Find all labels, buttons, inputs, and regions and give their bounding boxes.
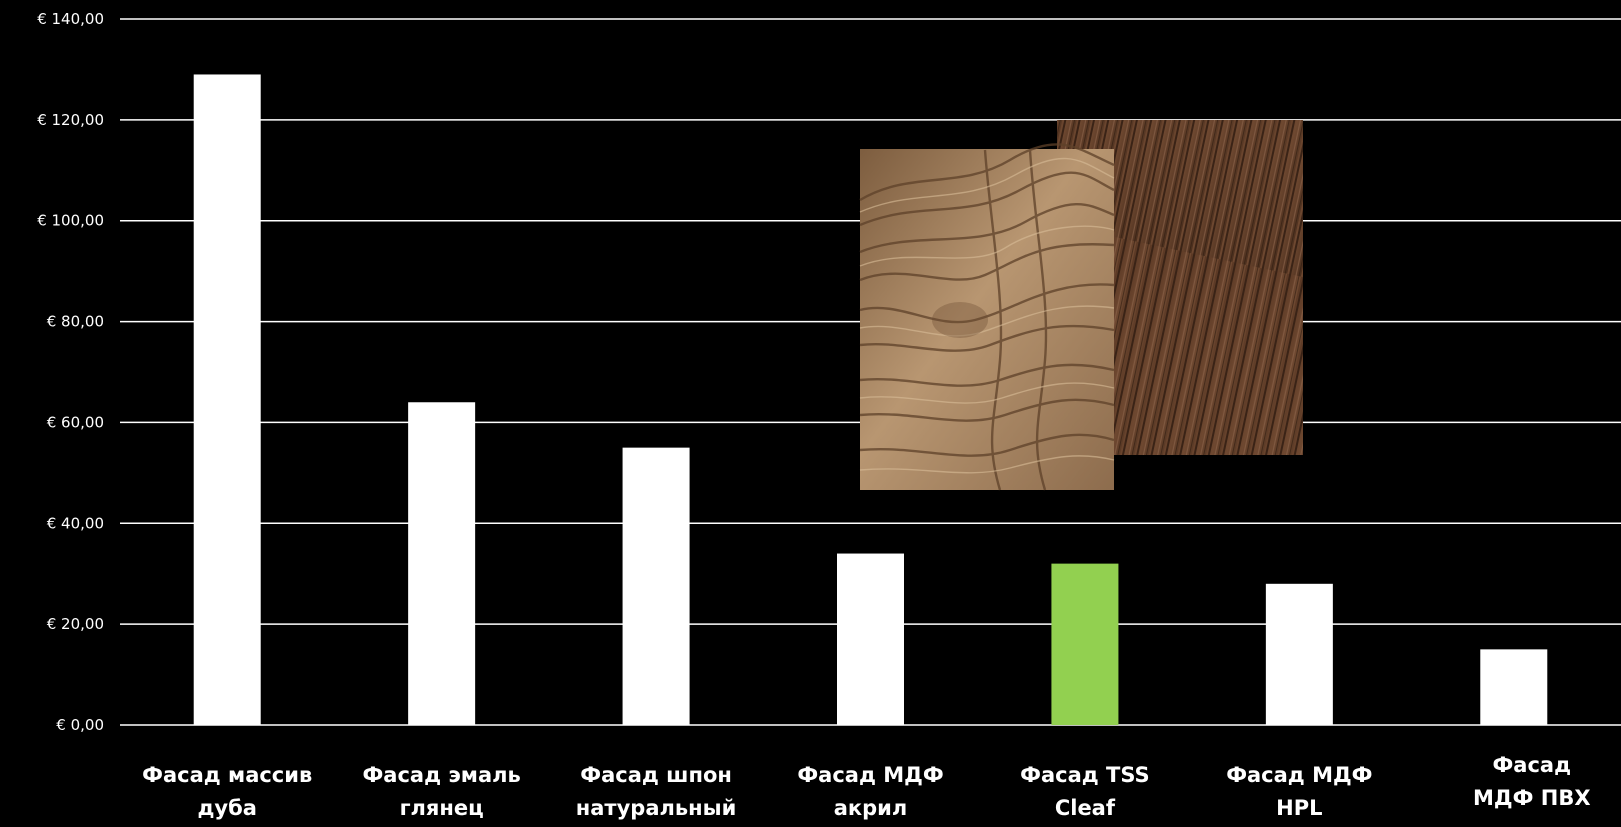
x-axis-category-labels: Фасад массив дуба Фасад эмаль глянец Фасад ш… bbox=[142, 753, 1590, 820]
category-label: Cleaf bbox=[1055, 796, 1116, 820]
category-label: Фасад TSS bbox=[1020, 763, 1150, 787]
category-label: Фасад массив bbox=[142, 763, 312, 787]
bar-3 bbox=[622, 447, 690, 725]
category-label: Фасад bbox=[1492, 753, 1571, 777]
y-tick-label: € 0,00 bbox=[56, 716, 104, 734]
category-label: МДФ ПВХ bbox=[1473, 786, 1591, 810]
y-tick-label: € 140,00 bbox=[37, 10, 104, 28]
y-tick-label: € 40,00 bbox=[47, 514, 104, 532]
bar-4 bbox=[837, 553, 904, 725]
category-label: Фасад шпон bbox=[580, 763, 732, 787]
category-label: Фасад МДФ bbox=[1226, 763, 1372, 787]
bar-6 bbox=[1265, 583, 1333, 725]
category-label: Фасад эмаль bbox=[362, 763, 520, 787]
category-label: дуба bbox=[197, 796, 256, 820]
bars bbox=[193, 74, 1548, 725]
bar-7 bbox=[1480, 649, 1548, 725]
y-tick-label: € 60,00 bbox=[47, 413, 104, 431]
bar-1 bbox=[193, 74, 261, 725]
y-tick-label: € 80,00 bbox=[47, 313, 104, 331]
y-tick-label: € 20,00 bbox=[47, 615, 104, 633]
bar-5 bbox=[1051, 563, 1119, 725]
light-wood-sample-image bbox=[859, 143, 1115, 491]
y-tick-label: € 100,00 bbox=[37, 212, 104, 230]
category-label: натуральный bbox=[576, 796, 737, 820]
category-label: акрил bbox=[834, 796, 908, 820]
category-label: HPL bbox=[1276, 796, 1322, 820]
bar-2 bbox=[408, 402, 476, 725]
y-tick-label: € 120,00 bbox=[37, 111, 104, 129]
category-label: глянец bbox=[400, 796, 484, 820]
category-label: Фасад МДФ bbox=[797, 763, 943, 787]
y-axis-tick-labels: € 0,00 € 20,00 € 40,00 € 60,00 € 80,00 € 100,… bbox=[37, 10, 104, 734]
